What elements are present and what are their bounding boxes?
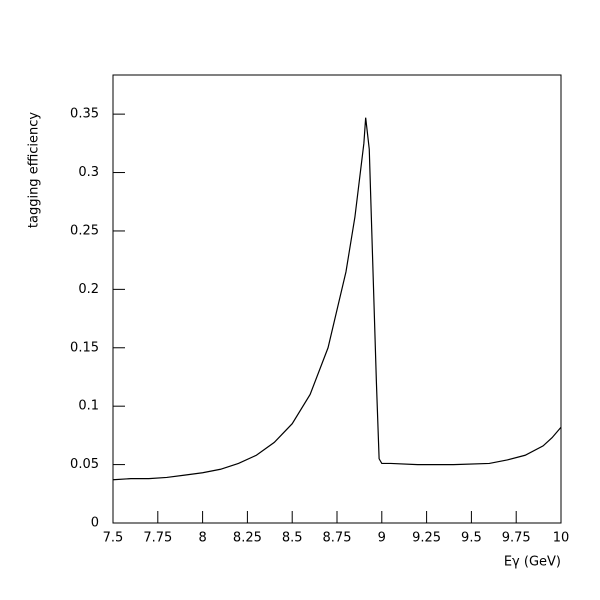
plot-frame	[112, 74, 562, 524]
y-tick-label: 0.1	[78, 399, 99, 414]
y-tick-label: 0.3	[78, 165, 99, 180]
x-tick-label: 9.5	[461, 531, 482, 546]
x-tick-label: 8	[198, 531, 206, 546]
x-tick-label: 7.5	[103, 531, 124, 546]
x-tick-label: 7.75	[143, 531, 172, 546]
x-tick-label: 9.25	[412, 531, 441, 546]
y-tick-label: 0.25	[70, 223, 99, 238]
data-line	[112, 117, 562, 481]
x-tick-label: 8.25	[233, 531, 262, 546]
y-tick-label: 0.35	[70, 107, 99, 122]
x-axis-label: Eγ (GeV)	[504, 555, 561, 570]
x-tick-label: 9	[378, 531, 386, 546]
y-tick-label: 0.05	[70, 457, 99, 472]
y-tick-label: 0	[91, 516, 99, 531]
y-tick-label: 0.2	[78, 282, 99, 297]
y-axis-label: tagging efficiency	[27, 112, 42, 229]
x-tick-label: 8.5	[282, 531, 303, 546]
x-tick-label: 10	[553, 531, 570, 546]
x-tick-label: 8.75	[323, 531, 352, 546]
y-tick-label: 0.15	[70, 340, 99, 355]
x-tick-label: 9.75	[502, 531, 531, 546]
